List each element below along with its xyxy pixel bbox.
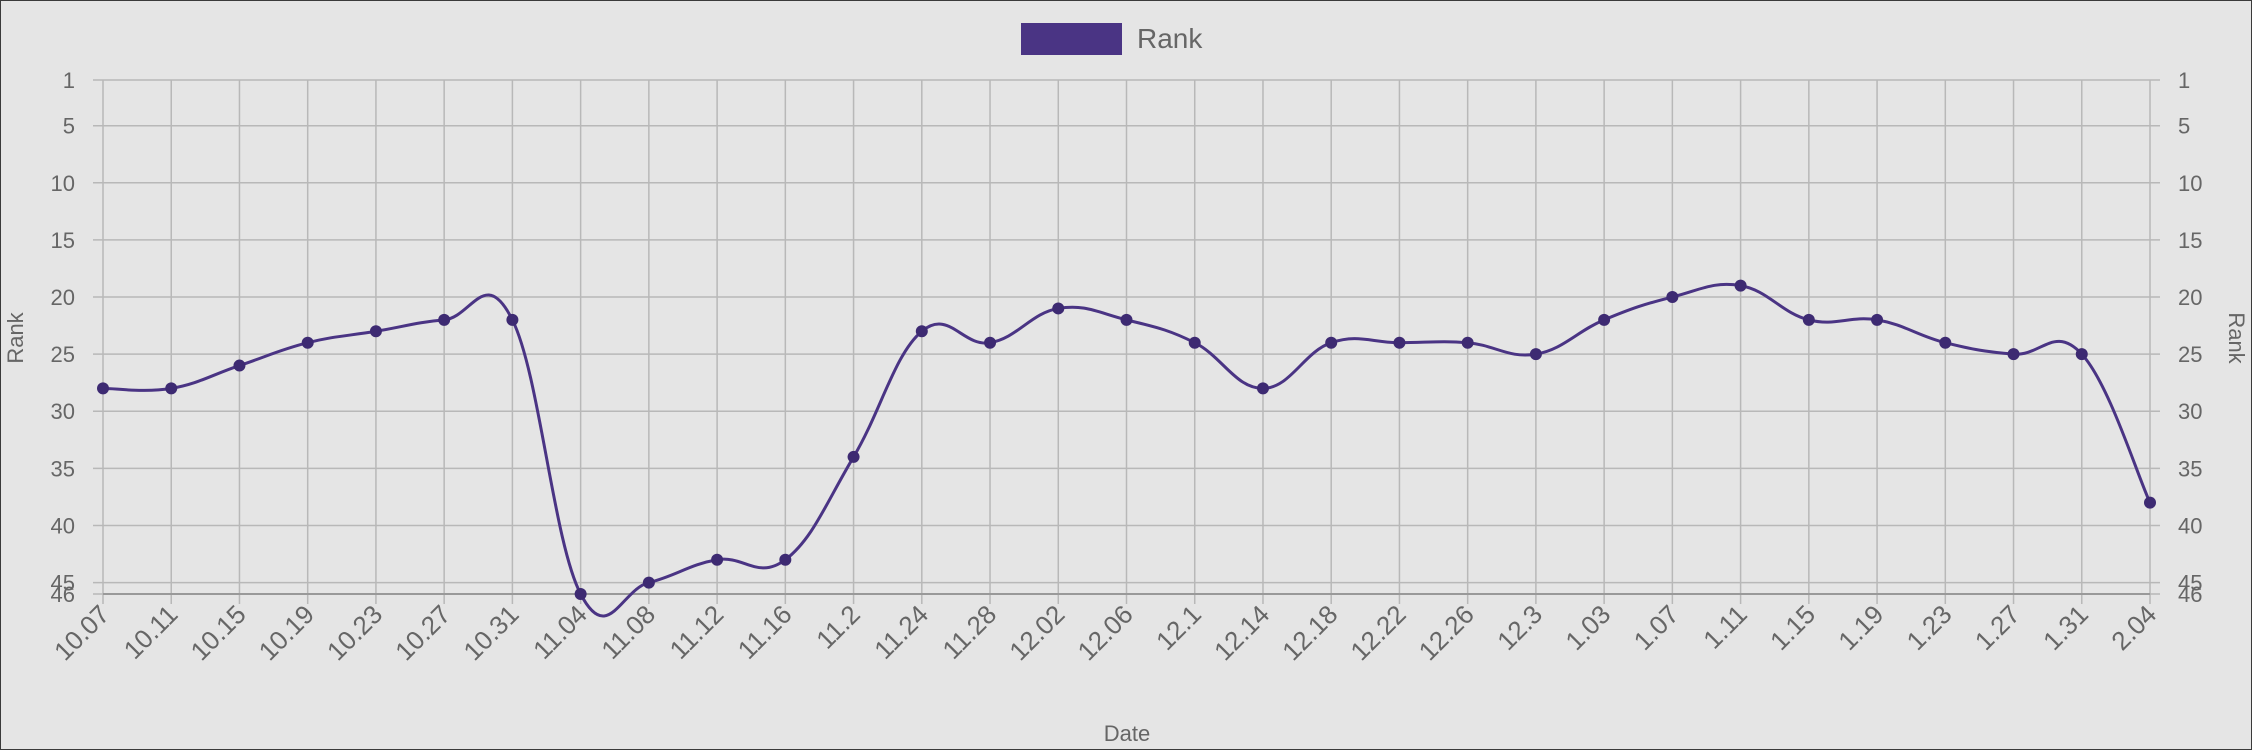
x-axis-title: Date	[1104, 721, 1150, 746]
data-point[interactable]	[1188, 336, 1201, 349]
x-tick-label: 1.15	[1764, 599, 1821, 656]
y-tick-label-right: 15	[2178, 228, 2202, 253]
y-tick-label-right: 30	[2178, 399, 2202, 424]
y-tick-label-left: 35	[51, 456, 75, 481]
x-tick-label: 10.19	[253, 599, 320, 666]
y-tick-label-left: 40	[51, 513, 75, 538]
data-point[interactable]	[2075, 348, 2088, 361]
data-point[interactable]	[97, 382, 109, 395]
y-tick-label-left: 45	[51, 571, 75, 596]
data-point[interactable]	[1052, 302, 1065, 315]
data-point[interactable]	[1461, 336, 1474, 349]
data-point[interactable]	[847, 450, 860, 463]
y-tick-label-left: 5	[63, 114, 75, 139]
x-tick-label: 12.22	[1344, 599, 1411, 666]
x-tick-label: 10.11	[118, 599, 184, 665]
data-point[interactable]	[1802, 313, 1815, 326]
y-axis-title-right: Rank	[2224, 312, 2249, 364]
x-tick-label: 1.03	[1559, 599, 1616, 656]
data-point[interactable]	[711, 553, 724, 566]
data-point[interactable]	[779, 553, 792, 566]
data-point[interactable]	[233, 359, 246, 372]
y-tick-label-right: 5	[2178, 114, 2190, 139]
y-tick-label-right: 45	[2178, 571, 2202, 596]
data-point[interactable]	[506, 313, 519, 326]
data-point[interactable]	[574, 588, 587, 600]
data-point[interactable]	[1120, 313, 1133, 326]
data-point[interactable]	[915, 325, 928, 338]
x-tick-label: 12.26	[1413, 599, 1480, 666]
y-tick-label-right: 46	[2178, 582, 2202, 607]
x-tick-label: 10.31	[457, 599, 524, 666]
data-point[interactable]	[984, 336, 997, 349]
y-tick-label-left: 30	[51, 399, 75, 424]
data-point[interactable]	[642, 576, 655, 589]
legend[interactable]: Rank	[1021, 23, 1203, 55]
x-tick-label: 2.04	[2105, 599, 2162, 656]
x-tick-label: 12.06	[1072, 599, 1139, 666]
data-point[interactable]	[1256, 382, 1269, 395]
x-tick-label: 11.08	[595, 599, 661, 665]
x-tick-label: 11.28	[936, 599, 1002, 665]
data-point[interactable]	[1529, 348, 1542, 361]
y-tick-label-left: 20	[51, 285, 75, 310]
series-points	[97, 279, 2156, 600]
x-tick-label: 1.27	[1969, 599, 2026, 656]
y-tick-label-left: 25	[51, 342, 75, 367]
x-axis: 10.07 10.11 10.15 10.19 10.23 10.27 10.31 11.04…	[48, 599, 2162, 666]
y-tick-label-right: 35	[2178, 456, 2202, 481]
y-tick-label-right: 25	[2178, 342, 2202, 367]
y-tick-label-left: 10	[51, 171, 75, 196]
y-tick-label-left: 1	[63, 68, 75, 93]
y-tick-label-right: 20	[2178, 285, 2202, 310]
data-point[interactable]	[1939, 336, 1952, 349]
y-tick-label-left: 15	[51, 228, 75, 253]
x-tick-label: 10.23	[321, 599, 388, 666]
x-tick-label: 1.07	[1628, 599, 1685, 656]
data-point[interactable]	[1734, 279, 1747, 292]
y-tick-label-right: 1	[2178, 68, 2190, 93]
y-tick-label-left: 46	[51, 582, 75, 607]
x-tick-label: 1.11	[1697, 599, 1753, 655]
data-point[interactable]	[1598, 313, 1611, 326]
data-point[interactable]	[1393, 336, 1406, 349]
grid-lines	[93, 79, 2160, 604]
x-tick-label: 11.04	[527, 599, 593, 665]
data-point[interactable]	[301, 336, 314, 349]
x-tick-label: 11.12	[663, 599, 729, 665]
x-tick-label: 11.16	[732, 599, 798, 665]
legend-label: Rank	[1137, 23, 1203, 54]
x-tick-label: 12.14	[1208, 599, 1275, 666]
x-tick-label: 1.23	[1901, 599, 1958, 656]
legend-swatch	[1021, 23, 1122, 55]
x-tick-label: 10.15	[184, 599, 251, 666]
x-tick-label: 10.07	[48, 599, 115, 666]
x-tick-label: 12.18	[1276, 599, 1343, 666]
x-tick-label: 12.1	[1150, 599, 1207, 656]
y-axis-title-left: Rank	[3, 311, 28, 363]
x-tick-label: 1.19	[1832, 599, 1889, 656]
x-tick-label: 11.24	[868, 599, 934, 665]
data-point[interactable]	[165, 382, 178, 395]
x-tick-label: 11.2	[810, 599, 866, 655]
data-point[interactable]	[1325, 336, 1338, 349]
data-point[interactable]	[438, 313, 451, 326]
x-tick-label: 10.27	[389, 599, 456, 666]
x-tick-label: 1.31	[2037, 599, 2094, 656]
x-tick-label: 12.02	[1003, 599, 1070, 666]
data-point[interactable]	[2007, 348, 2020, 361]
y-tick-label-right: 10	[2178, 171, 2202, 196]
data-point[interactable]	[2144, 496, 2156, 509]
data-point[interactable]	[369, 325, 382, 338]
y-tick-label-right: 40	[2178, 513, 2202, 538]
x-tick-label: 12.3	[1491, 599, 1548, 656]
data-point[interactable]	[1666, 291, 1679, 304]
data-point[interactable]	[1871, 313, 1884, 326]
